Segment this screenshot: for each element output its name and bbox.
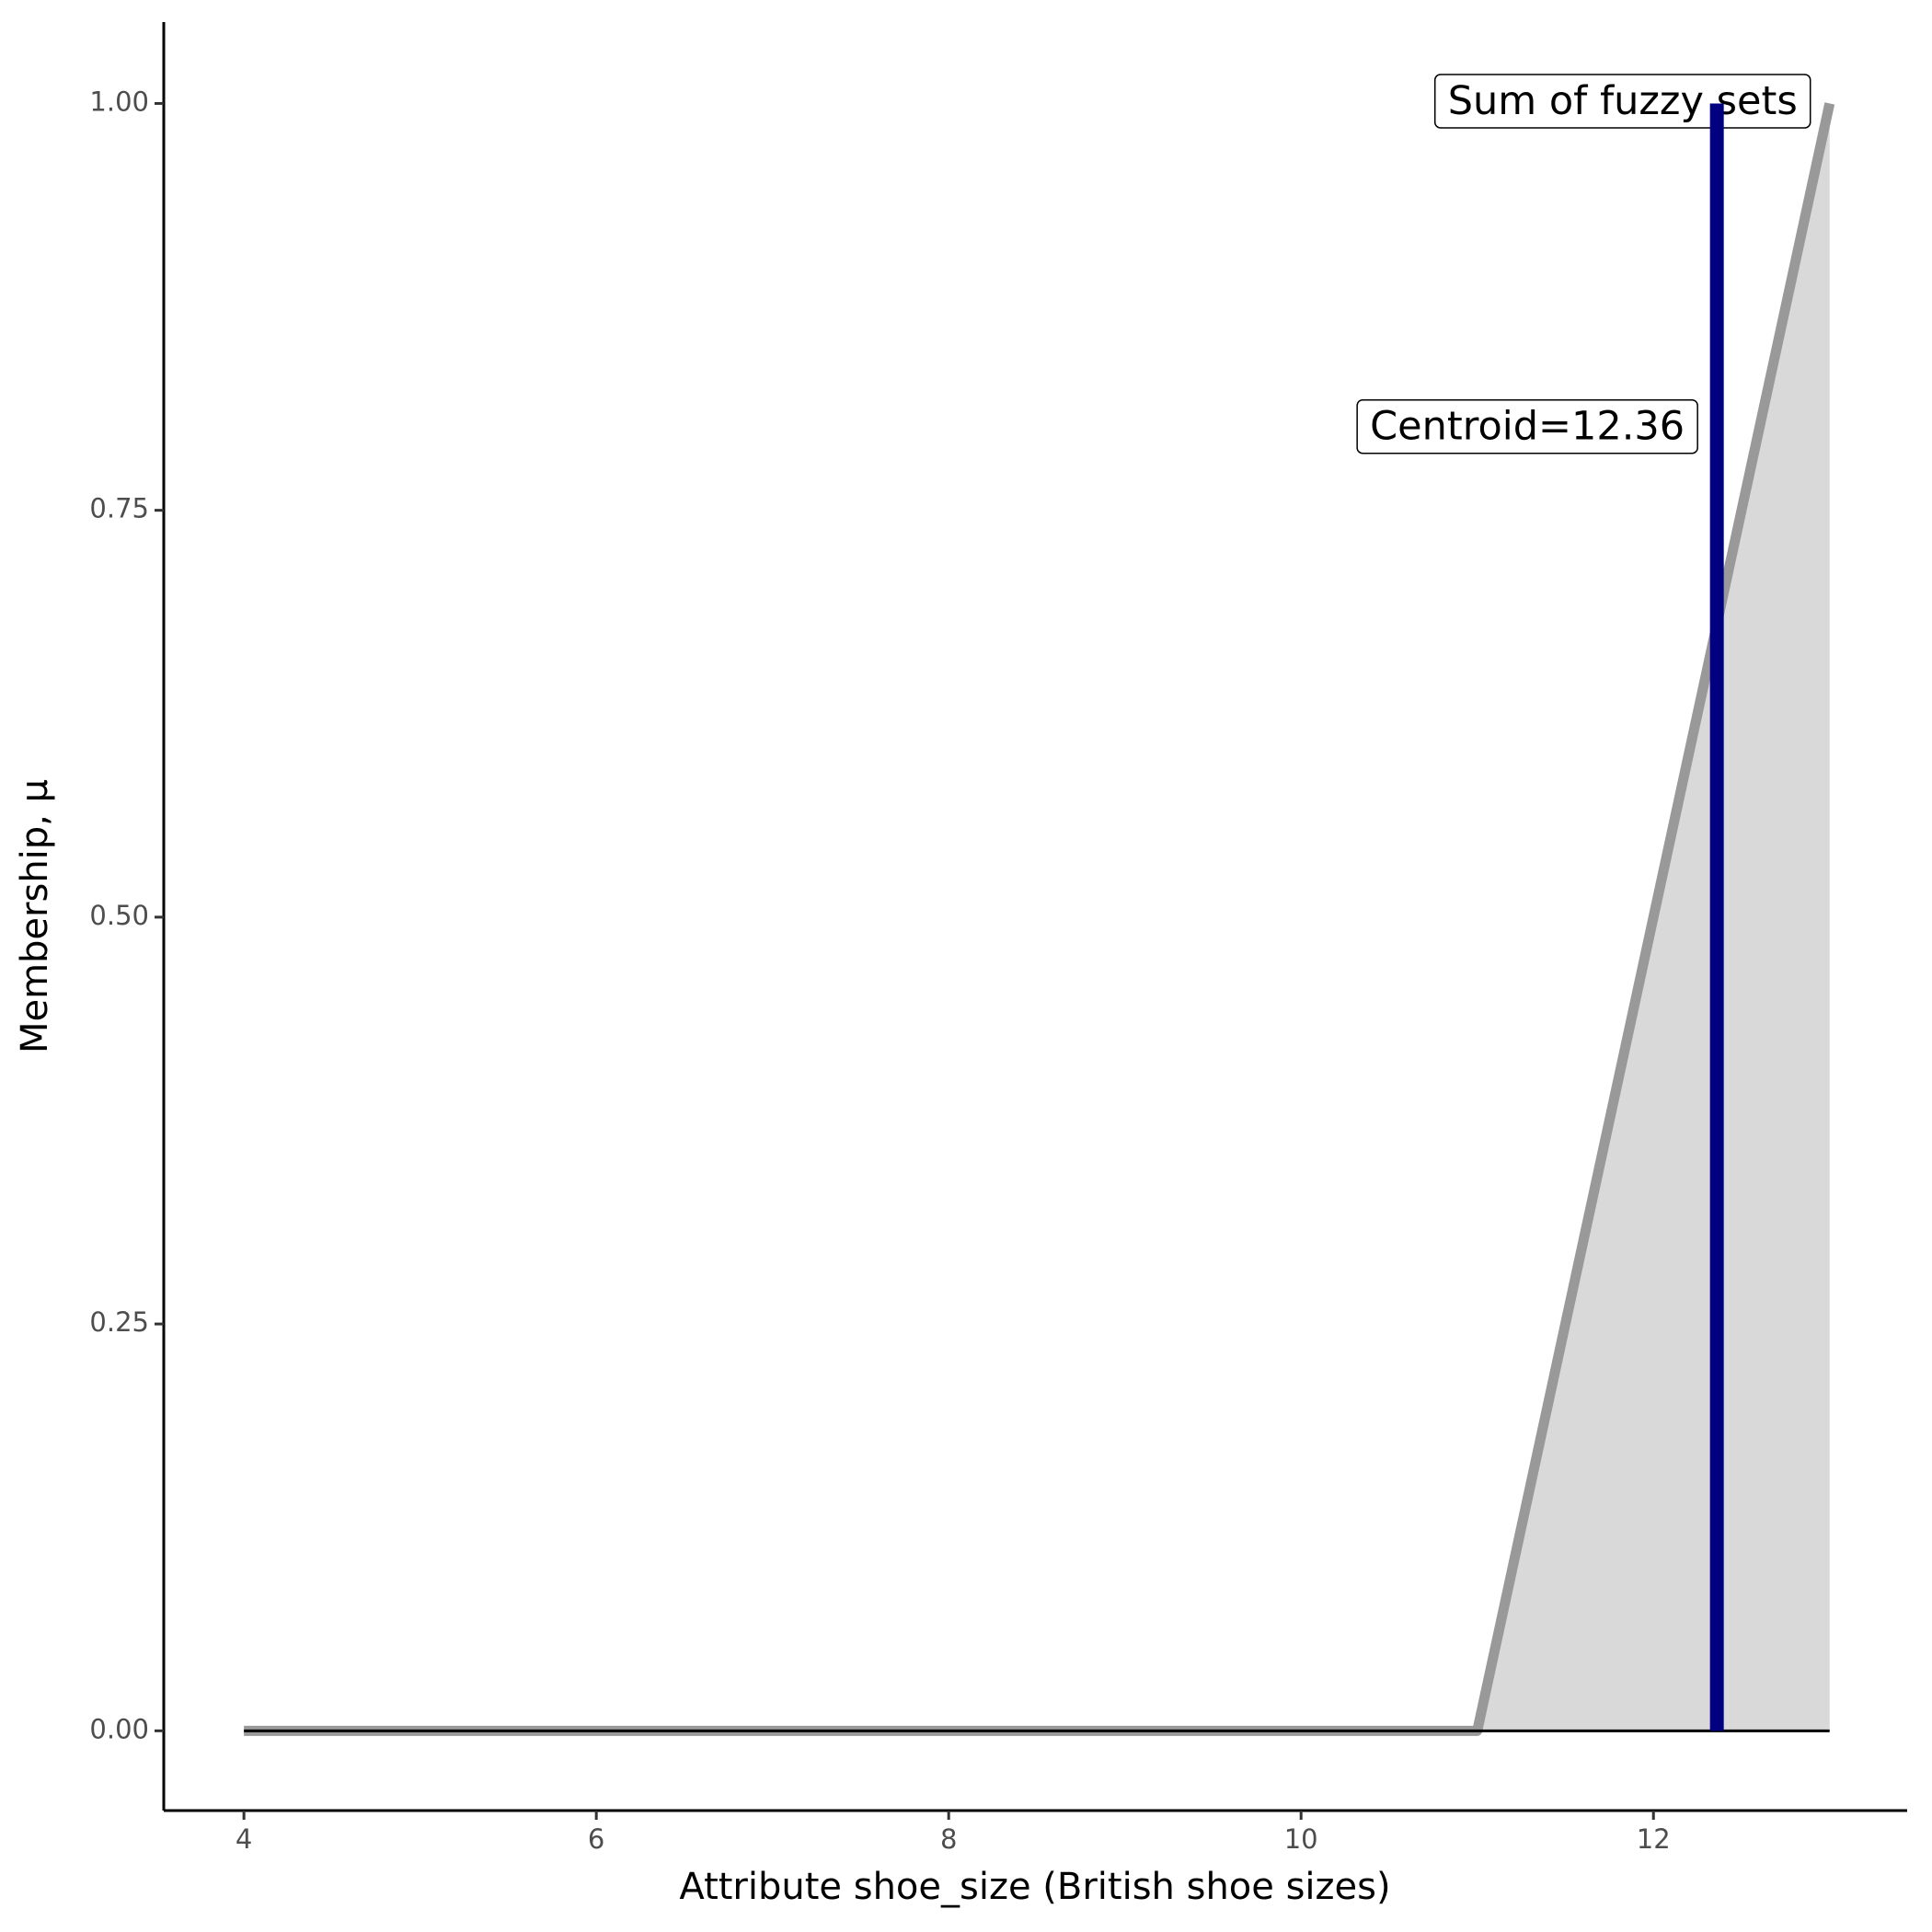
label-box — [1356, 398, 1698, 454]
y-tick-label: 0.00 — [89, 1713, 149, 1744]
centroid-label: Centroid=12.36 — [1370, 404, 1685, 450]
y-tick-label: 0.75 — [89, 493, 149, 524]
x-tick-label: 4 — [236, 1823, 252, 1855]
x-axis-title: Attribute shoe_size (British shoe sizes) — [679, 1866, 1390, 1908]
x-tick-label: 6 — [588, 1823, 604, 1855]
series-label: Sum of fuzzy sets — [1448, 78, 1798, 124]
x-tick-label: 10 — [1284, 1823, 1318, 1855]
y-axis-title: Membership, μ — [14, 779, 56, 1053]
y-tick-label: 1.00 — [89, 86, 149, 117]
x-tick-label: 12 — [1637, 1823, 1671, 1855]
x-tick-label: 8 — [940, 1823, 957, 1855]
area-fill — [244, 103, 1830, 1731]
y-tick-label: 0.25 — [89, 1306, 149, 1338]
y-tick-label: 0.50 — [89, 900, 149, 931]
